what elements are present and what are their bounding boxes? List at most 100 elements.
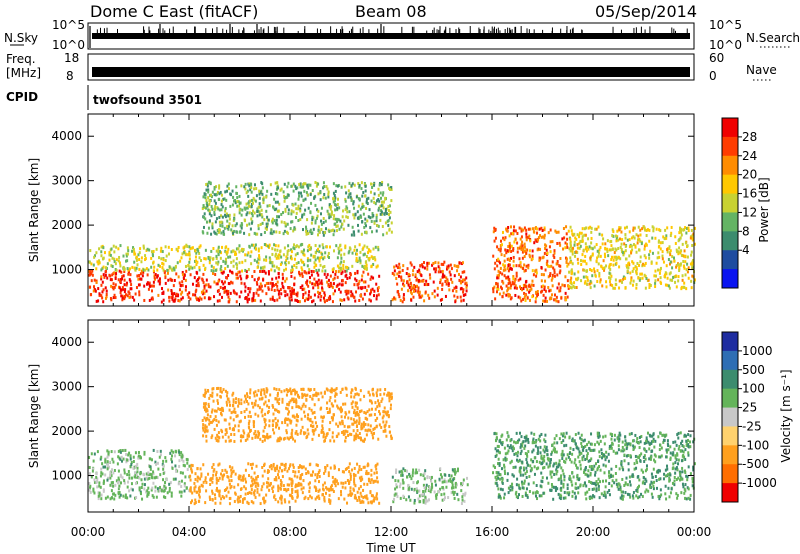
heatmap-cell: [356, 392, 359, 396]
heatmap-cell: [502, 291, 505, 295]
heatmap-cell: [364, 230, 367, 234]
heatmap-cell: [379, 212, 382, 216]
heatmap-cell: [361, 477, 364, 481]
heatmap-cell: [304, 291, 307, 295]
heatmap-cell: [614, 234, 617, 238]
heatmap-cell: [693, 278, 696, 282]
heatmap-cell: [326, 487, 329, 491]
heatmap-cell: [244, 259, 247, 263]
heatmap-cell: [373, 294, 376, 298]
heatmap-cell: [224, 261, 227, 265]
heatmap-cell: [337, 424, 340, 428]
heatmap-cell: [274, 200, 277, 204]
heatmap-cell: [348, 246, 351, 250]
heatmap-cell: [261, 215, 264, 219]
heatmap-cell: [691, 262, 694, 266]
heatmap-cell: [194, 500, 197, 504]
heatmap-cell: [262, 482, 265, 486]
heatmap-cell: [219, 214, 222, 218]
heatmap-cell: [226, 486, 229, 490]
heatmap-cell: [93, 478, 96, 482]
heatmap-cell: [571, 270, 574, 274]
heatmap-cell: [312, 393, 315, 397]
heatmap-cell: [523, 291, 526, 295]
heatmap-cell: [381, 193, 384, 197]
heatmap-cell: [341, 387, 344, 391]
heatmap-cell: [540, 226, 543, 230]
heatmap-cell: [369, 490, 372, 494]
heatmap-cell: [361, 439, 364, 443]
heatmap-cell: [354, 277, 357, 281]
heatmap-cell: [578, 231, 581, 235]
heatmap-cell: [182, 463, 185, 467]
heatmap-cell: [608, 280, 611, 284]
heatmap-cell: [676, 250, 679, 254]
heatmap-cell: [293, 243, 296, 247]
heatmap-cell: [287, 261, 290, 265]
heatmap-cell: [318, 282, 321, 286]
heatmap-cell: [515, 271, 518, 275]
heatmap-cell: [256, 474, 259, 478]
heatmap-cell: [345, 191, 348, 195]
heatmap-cell: [355, 248, 358, 252]
heatmap-cell: [94, 289, 97, 293]
heatmap-cell: [367, 428, 370, 432]
heatmap-cell: [357, 229, 360, 233]
heatmap-cell: [237, 429, 240, 433]
heatmap-cell: [683, 266, 686, 270]
heatmap-cell: [302, 260, 305, 264]
heatmap-cell: [126, 267, 129, 271]
heatmap-cell: [358, 487, 361, 491]
heatmap-cell: [180, 494, 183, 498]
heatmap-cell: [352, 230, 355, 234]
heatmap-cell: [551, 273, 554, 277]
heatmap-cell: [393, 296, 396, 300]
heatmap-cell: [271, 486, 274, 490]
heatmap-cell: [517, 295, 520, 299]
heatmap-cell: [373, 200, 376, 204]
heatmap-cell: [630, 276, 633, 280]
heatmap-cell: [349, 474, 352, 478]
heatmap-cell: [256, 482, 259, 486]
heatmap-cell: [302, 296, 305, 300]
heatmap-cell: [301, 268, 304, 272]
heatmap-cell: [356, 406, 359, 410]
heatmap-cell: [135, 481, 138, 485]
heatmap-cell: [143, 483, 146, 487]
heatmap-cell: [589, 256, 592, 260]
heatmap-cell: [247, 402, 250, 406]
heatmap-cell: [588, 245, 591, 249]
heatmap-cell: [256, 288, 259, 292]
heatmap-cell: [265, 255, 268, 259]
heatmap-cell: [630, 251, 633, 255]
heatmap-cell: [311, 397, 314, 401]
heatmap-cell: [365, 197, 368, 201]
heatmap-cell: [249, 388, 252, 392]
heatmap-cell: [212, 469, 215, 473]
heatmap-cell: [88, 455, 91, 459]
heatmap-cell: [514, 277, 517, 281]
heatmap-cell: [219, 389, 222, 393]
heatmap-cell: [591, 274, 594, 278]
heatmap-cell: [90, 452, 93, 456]
heatmap-cell: [600, 264, 603, 268]
heatmap-cell: [257, 247, 260, 251]
heatmap-cell: [512, 264, 515, 268]
heatmap-cell: [296, 252, 299, 256]
heatmap-cell: [152, 249, 155, 253]
heatmap-cell: [512, 247, 515, 251]
heatmap-cell: [132, 247, 135, 251]
heatmap-cell: [129, 465, 132, 469]
heatmap-cell: [219, 190, 222, 194]
heatmap-cell: [271, 260, 274, 264]
heatmap-cell: [661, 241, 664, 245]
heatmap-cell: [180, 479, 183, 483]
heatmap-cell: [684, 254, 687, 258]
heatmap-cell: [497, 287, 500, 291]
heatmap-cell: [264, 418, 267, 422]
heatmap-cell: [203, 212, 206, 216]
heatmap-cell: [328, 205, 331, 209]
heatmap-cell: [221, 224, 224, 228]
heatmap-cell: [255, 433, 258, 437]
heatmap-cell: [198, 495, 201, 499]
